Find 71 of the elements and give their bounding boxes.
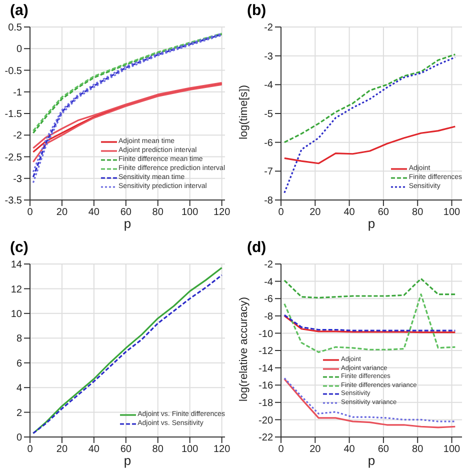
y-tick-label: 12 xyxy=(10,284,22,296)
y-tick-label: -8 xyxy=(264,196,274,207)
x-tick-label: 20 xyxy=(56,207,68,218)
x-tick-label: 60 xyxy=(378,444,390,456)
x-tick-label: 20 xyxy=(310,207,322,218)
x-tick-label: 100 xyxy=(443,444,461,456)
x-tick-label: 120 xyxy=(213,444,231,456)
x-tick-label: 40 xyxy=(344,207,356,218)
y-tick-label: -12 xyxy=(258,346,274,358)
y-tick-label: 4 xyxy=(16,383,22,394)
x-tick-label: 40 xyxy=(88,444,100,456)
x-tick-label: 60 xyxy=(120,207,132,218)
y-tick-label: -2.5 xyxy=(4,152,22,164)
x-tick-label: 0 xyxy=(278,444,284,456)
y-tick-label: -6 xyxy=(264,138,274,149)
y-tick-label: 8 xyxy=(16,334,22,345)
x-tick-label: 40 xyxy=(88,207,100,218)
x-axis-title: p xyxy=(124,453,132,468)
x-tick-label: 120 xyxy=(213,207,231,218)
x-tick-label: 80 xyxy=(412,444,424,456)
y-tick-label: -6 xyxy=(264,294,274,306)
y-tick-label: -4 xyxy=(264,276,274,288)
y-tick-label: -18 xyxy=(258,398,274,409)
y-tick-label: -3 xyxy=(13,174,22,185)
y-tick-label: -2 xyxy=(264,22,274,34)
x-tick-label: 0 xyxy=(27,207,34,218)
x-tick-label: 60 xyxy=(378,207,390,218)
chart-title: (a) xyxy=(10,2,28,19)
x-tick-label: 0 xyxy=(278,207,284,218)
x-tick-label: 100 xyxy=(181,207,199,218)
x-tick-label: 60 xyxy=(120,444,132,456)
x-axis-title: p xyxy=(368,216,376,231)
x-axis-title: p xyxy=(124,216,132,231)
x-axis-title: p xyxy=(368,453,376,468)
y-tick-label: -8 xyxy=(264,311,274,322)
y-axis-title: log(time[s]) xyxy=(238,84,250,140)
y-tick-label: -2 xyxy=(13,130,22,142)
y-tick-label: -2 xyxy=(264,260,274,271)
y-tick-label: -3 xyxy=(264,51,274,62)
y-axis-title: log(relative accuracy) xyxy=(238,296,250,402)
y-tick-label: -1 xyxy=(13,87,22,98)
y-tick-label: 2 xyxy=(16,408,22,419)
y-tick-label: -7 xyxy=(264,166,274,178)
y-tick-label: 6 xyxy=(16,358,22,370)
y-tick-label: -10 xyxy=(258,328,274,340)
y-tick-label: 0 xyxy=(16,432,22,444)
chart-title: (c) xyxy=(10,239,28,256)
y-tick-label: 10 xyxy=(10,308,22,320)
x-tick-label: 80 xyxy=(152,207,164,218)
x-tick-label: 0 xyxy=(27,444,34,456)
y-tick-label: -1.5 xyxy=(4,109,22,120)
x-tick-label: 80 xyxy=(412,207,424,218)
y-tick-label: -0.5 xyxy=(4,66,22,77)
y-tick-label: 0 xyxy=(16,44,22,56)
y-tick-label: -14 xyxy=(258,363,274,374)
chart-title: (b) xyxy=(247,2,266,19)
chart-title: (d) xyxy=(247,239,266,256)
x-tick-label: 100 xyxy=(181,444,199,456)
y-tick-label: -20 xyxy=(258,415,274,426)
y-tick-label: -22 xyxy=(258,432,274,444)
x-tick-label: 20 xyxy=(56,444,68,456)
y-tick-label: -4 xyxy=(264,80,274,92)
y-tick-label: -5 xyxy=(264,109,274,120)
y-tick-label: 0.5 xyxy=(8,22,22,34)
x-tick-label: 80 xyxy=(152,444,164,456)
x-tick-label: 100 xyxy=(443,207,461,218)
y-tick-label: 14 xyxy=(10,260,22,271)
x-tick-label: 20 xyxy=(310,444,322,456)
y-tick-label: -16 xyxy=(258,380,274,392)
x-tick-label: 40 xyxy=(344,444,356,456)
y-tick-label: -3.5 xyxy=(4,196,22,207)
